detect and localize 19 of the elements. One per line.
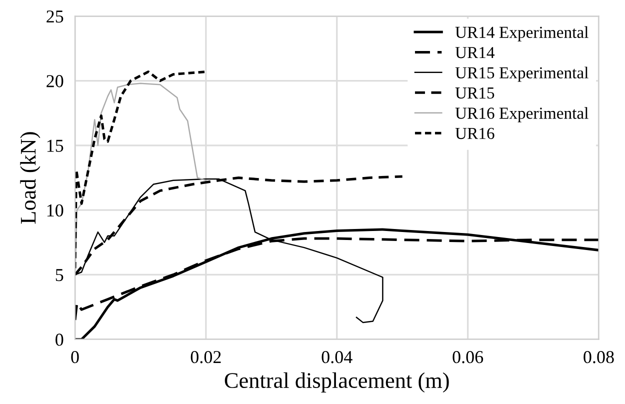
y-tick-label: 15 [47,140,64,152]
legend-label: UR14 Experimental [455,26,588,42]
y-axis-title: Load (kN) [20,132,40,224]
x-axis-title: Central displacement (m) [224,372,449,393]
x-tick-label: 0.06 [452,350,484,364]
x-tick-label: 0.02 [190,350,221,364]
legend-label: UR15 Experimental [455,66,588,82]
legend-label: UR16 [455,128,494,140]
y-tick-label: 20 [46,75,64,88]
y-tick-label: 5 [56,269,64,282]
y-tick-label: 10 [47,204,64,217]
x-tick-label: 0.04 [322,350,352,364]
y-tick-label: 25 [46,10,64,23]
y-tick-label: 0 [56,334,64,346]
legend-label: UR16 Experimental [455,107,588,122]
legend-label: UR14 [455,47,495,58]
x-tick-label: 0.08 [584,350,614,364]
x-tick-label: 0 [71,350,79,364]
legend-label: UR15 [455,87,494,99]
